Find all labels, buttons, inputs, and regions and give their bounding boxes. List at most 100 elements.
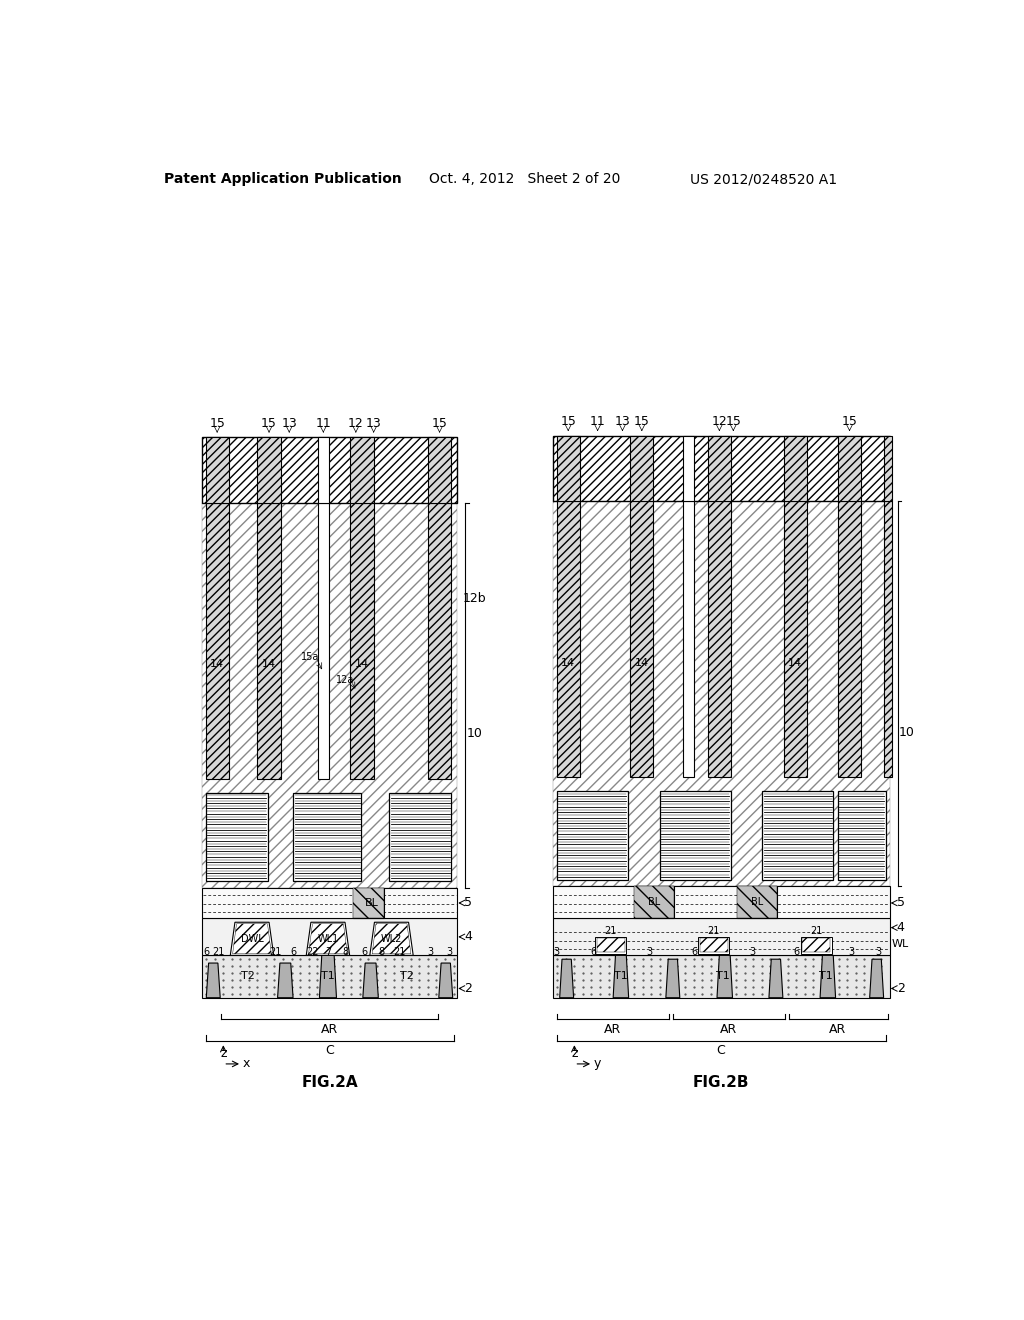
Text: WL1: WL1 [317, 935, 339, 944]
Text: C: C [326, 1044, 334, 1057]
Bar [683, 502, 693, 777]
Text: 6: 6 [290, 948, 296, 957]
Text: 2: 2 [897, 982, 904, 995]
Text: 14: 14 [561, 657, 575, 668]
Bar [350, 437, 374, 503]
Bar [557, 792, 628, 880]
Text: 8: 8 [378, 948, 384, 957]
Text: BL: BL [648, 898, 660, 907]
Text: 12b: 12b [463, 593, 486, 606]
Bar [317, 437, 329, 503]
Text: 4: 4 [464, 931, 472, 944]
Bar [553, 436, 890, 502]
Text: 12: 12 [348, 417, 364, 430]
Polygon shape [560, 960, 573, 998]
Text: Oct. 4, 2012   Sheet 2 of 20: Oct. 4, 2012 Sheet 2 of 20 [429, 172, 621, 186]
Bar [202, 887, 458, 919]
Text: 6: 6 [590, 948, 596, 957]
Bar [597, 939, 625, 952]
Text: 15: 15 [725, 416, 741, 428]
Text: 13: 13 [366, 417, 382, 430]
Bar [553, 956, 890, 998]
Bar [293, 793, 361, 882]
Bar [838, 436, 861, 502]
Bar [762, 792, 834, 880]
Bar [350, 503, 374, 779]
Bar [708, 502, 731, 777]
Text: 21: 21 [708, 925, 720, 936]
Bar [634, 886, 675, 919]
Text: 14: 14 [210, 659, 224, 669]
Text: T2: T2 [242, 972, 255, 981]
Text: 21: 21 [393, 948, 406, 957]
Text: 8: 8 [342, 948, 348, 957]
Bar [802, 939, 830, 952]
Text: 14: 14 [788, 657, 803, 668]
Polygon shape [362, 964, 378, 998]
Bar [202, 919, 458, 956]
Text: x: x [243, 1057, 250, 1071]
Polygon shape [370, 923, 414, 956]
Bar [202, 503, 458, 887]
Text: 11: 11 [590, 416, 605, 428]
Text: WL2: WL2 [381, 935, 402, 944]
Text: Patent Application Publication: Patent Application Publication [164, 172, 401, 186]
Text: AR: AR [720, 1023, 737, 1036]
Bar [595, 937, 627, 954]
Polygon shape [666, 960, 680, 998]
Text: y: y [594, 1057, 601, 1071]
Text: DWL: DWL [241, 935, 263, 944]
Text: 3: 3 [427, 948, 433, 957]
Polygon shape [319, 956, 337, 998]
Polygon shape [769, 960, 783, 998]
Text: 3: 3 [646, 948, 652, 957]
Bar [202, 437, 458, 503]
Polygon shape [230, 923, 273, 956]
Text: 10: 10 [467, 727, 482, 741]
Text: US 2012/0248520 A1: US 2012/0248520 A1 [690, 172, 837, 186]
Text: 3: 3 [876, 948, 882, 957]
Text: AR: AR [604, 1023, 621, 1036]
Bar [206, 437, 228, 503]
Text: 6: 6 [794, 948, 800, 957]
Bar [553, 502, 890, 886]
Bar [708, 436, 731, 502]
Bar [202, 956, 458, 998]
Text: 10: 10 [899, 726, 914, 739]
Text: 14: 14 [635, 657, 649, 668]
Text: 6: 6 [691, 948, 697, 957]
Bar [783, 436, 807, 502]
Text: T1: T1 [322, 972, 335, 981]
Bar [257, 503, 281, 779]
Text: FIG.2A: FIG.2A [301, 1074, 357, 1090]
Text: 3: 3 [554, 948, 560, 957]
Text: 21: 21 [604, 925, 617, 936]
Bar [206, 503, 228, 779]
Bar [698, 937, 729, 954]
Text: 14: 14 [262, 659, 276, 669]
Bar [317, 503, 329, 779]
Text: 3: 3 [749, 948, 755, 957]
Text: FIG.2B: FIG.2B [692, 1074, 750, 1090]
Text: 7: 7 [325, 948, 331, 957]
Text: 6: 6 [203, 948, 209, 957]
Polygon shape [232, 924, 271, 954]
Bar [352, 887, 384, 919]
Text: AR: AR [829, 1023, 847, 1036]
Bar [257, 437, 281, 503]
Text: 15: 15 [842, 416, 857, 428]
Polygon shape [308, 924, 347, 954]
Polygon shape [306, 923, 349, 956]
Text: 11: 11 [315, 417, 331, 430]
Bar [683, 436, 693, 502]
Bar [801, 937, 831, 954]
Bar [634, 886, 675, 919]
Text: 15: 15 [634, 416, 650, 428]
Bar [389, 793, 452, 882]
Text: 15: 15 [261, 417, 276, 430]
Bar [630, 502, 653, 777]
Bar [428, 503, 452, 779]
Text: 15a: 15a [301, 652, 319, 661]
Text: WL: WL [892, 939, 909, 949]
Text: T1: T1 [818, 972, 833, 981]
